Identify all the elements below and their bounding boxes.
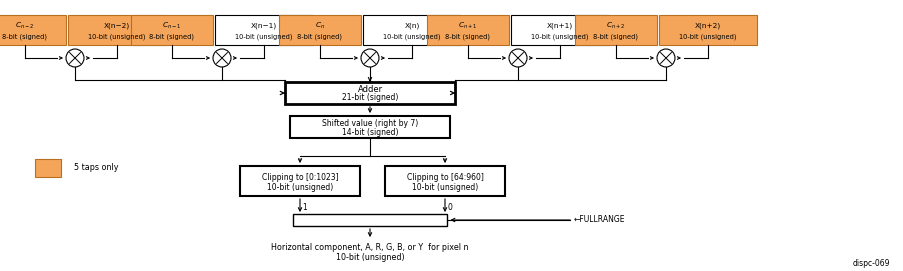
FancyBboxPatch shape [215,15,312,45]
Text: $C_{n+2}$: $C_{n+2}$ [606,21,625,31]
Text: 8-bit (signed): 8-bit (signed) [3,34,48,40]
FancyBboxPatch shape [290,116,450,138]
Text: X(n+1): X(n+1) [546,23,573,29]
Text: 8-bit (signed): 8-bit (signed) [593,34,638,40]
FancyBboxPatch shape [239,166,359,196]
Text: 10-bit (unsigned): 10-bit (unsigned) [412,183,478,192]
FancyBboxPatch shape [426,15,508,45]
Text: 1: 1 [303,204,307,212]
FancyBboxPatch shape [510,15,609,45]
Text: $C_{n}$: $C_{n}$ [314,21,325,31]
FancyBboxPatch shape [658,15,756,45]
Text: X(n+2): X(n+2) [694,23,721,29]
Text: Adder: Adder [357,85,382,93]
FancyBboxPatch shape [293,214,447,226]
Text: Clipping to [64:960]: Clipping to [64:960] [406,173,483,182]
Text: ←FULLRANGE: ←FULLRANGE [573,215,625,224]
Text: $C_{n+1}$: $C_{n+1}$ [458,21,478,31]
Text: 8-bit (signed): 8-bit (signed) [297,34,342,40]
Text: Shifted value (right by 7): Shifted value (right by 7) [321,118,418,127]
Text: X(n−2): X(n−2) [104,23,130,29]
FancyBboxPatch shape [131,15,213,45]
Text: 0: 0 [447,204,452,212]
Text: 10-bit (unsigned): 10-bit (unsigned) [88,34,145,40]
Text: X(n): X(n) [404,23,419,29]
Text: 10-bit (unsigned): 10-bit (unsigned) [678,34,736,40]
Text: $C_{n-1}$: $C_{n-1}$ [162,21,182,31]
Text: dispc-069: dispc-069 [852,259,889,267]
Text: 10-bit (unsigned): 10-bit (unsigned) [235,34,293,40]
Text: Horizontal component, A, R, G, B, or Y  for pixel n: Horizontal component, A, R, G, B, or Y f… [271,243,469,251]
FancyBboxPatch shape [279,15,360,45]
Text: 10-bit (unsigned): 10-bit (unsigned) [383,34,441,40]
FancyBboxPatch shape [35,159,61,177]
Text: 8-bit (signed): 8-bit (signed) [149,34,194,40]
Text: 5 taps only: 5 taps only [74,163,118,173]
Text: $C_{n-2}$: $C_{n-2}$ [15,21,34,31]
Text: 14-bit (signed): 14-bit (signed) [341,127,398,137]
FancyBboxPatch shape [385,166,505,196]
Text: Clipping to [0:1023]: Clipping to [0:1023] [261,173,338,182]
Text: 21-bit (signed): 21-bit (signed) [341,93,397,102]
FancyBboxPatch shape [284,82,454,104]
FancyBboxPatch shape [0,15,66,45]
FancyBboxPatch shape [574,15,656,45]
Text: X(n−1): X(n−1) [251,23,277,29]
Text: 10-bit (unsigned): 10-bit (unsigned) [531,34,588,40]
FancyBboxPatch shape [68,15,166,45]
Text: 10-bit (unsigned): 10-bit (unsigned) [266,183,333,192]
Text: 10-bit (unsigned): 10-bit (unsigned) [335,253,404,263]
Text: 8-bit (signed): 8-bit (signed) [445,34,490,40]
FancyBboxPatch shape [363,15,461,45]
